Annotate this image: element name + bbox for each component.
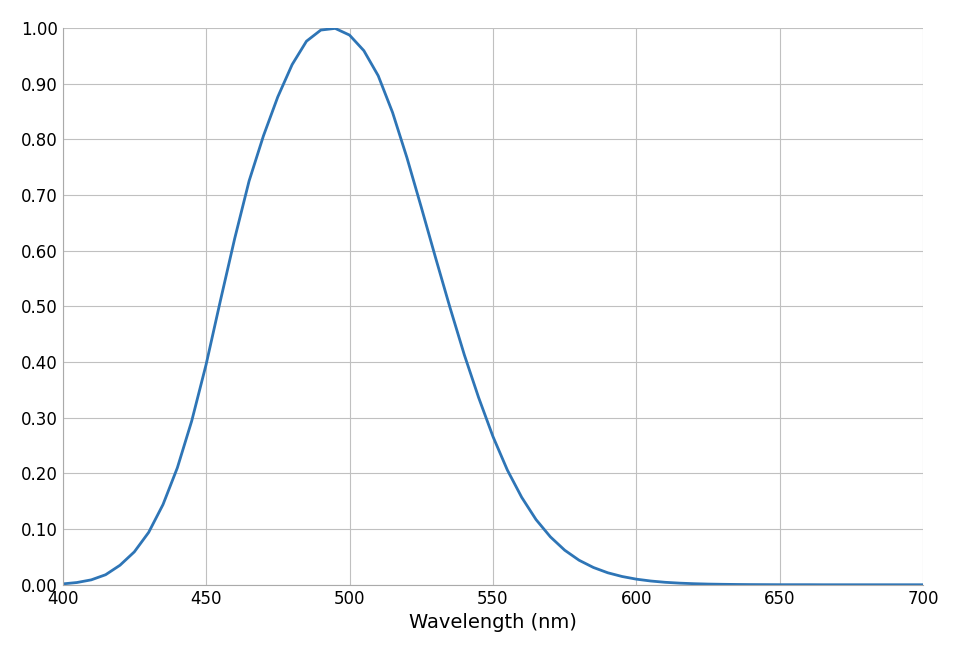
X-axis label: Wavelength (nm): Wavelength (nm) — [409, 613, 577, 632]
